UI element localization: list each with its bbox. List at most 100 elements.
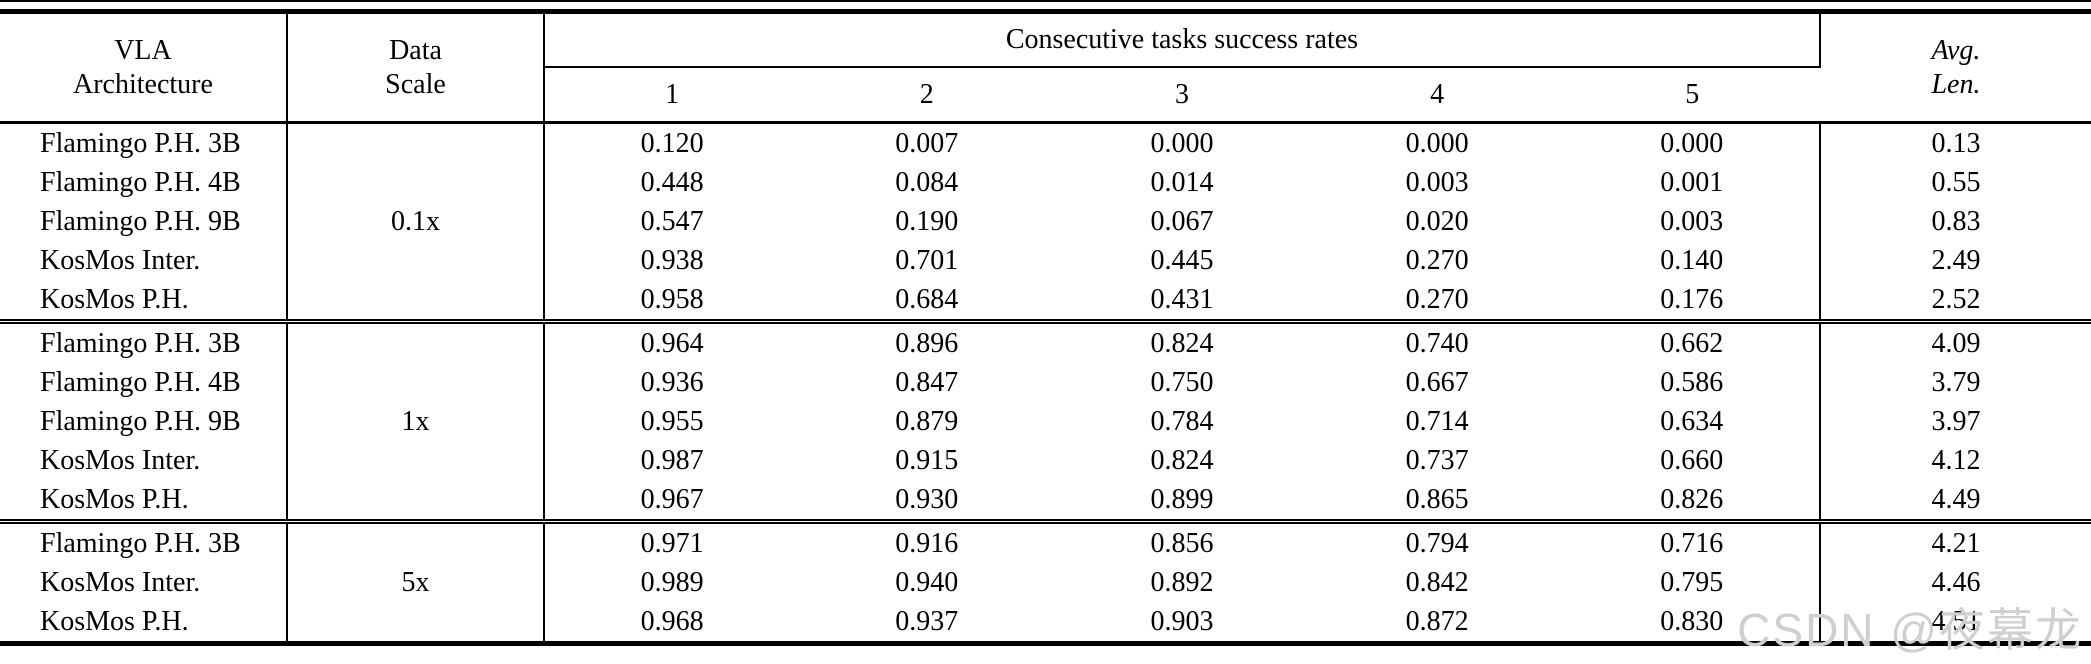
success-rate-cell: 0.067 bbox=[1150, 205, 1214, 237]
success-rate-cell: 0.014 bbox=[1150, 166, 1214, 198]
header-row-main: VLA Architecture Data Scale Consecutive … bbox=[0, 11, 2091, 123]
table-header: VLA Architecture Data Scale Consecutive … bbox=[0, 11, 2091, 123]
header-avg-line2: Len. bbox=[1931, 68, 1981, 100]
success-rate-cell: 0.431 bbox=[1150, 283, 1214, 315]
success-rate-cell: 0.830 bbox=[1564, 602, 1821, 644]
success-rate-cell: 0.896 bbox=[799, 319, 1055, 363]
success-rate-cell: 0.989 bbox=[640, 566, 704, 598]
success-rate-cell: 0.000 bbox=[1150, 127, 1214, 159]
subheader-col-3: 3 bbox=[1054, 65, 1310, 123]
table-row: KosMos P.H. 0.967 0.930 0.899 0.865 0.826 4.49 bbox=[0, 480, 2091, 522]
success-rate-cell: 0.826 bbox=[1564, 480, 1821, 522]
architecture-cell: Flamingo P.H. 3B bbox=[0, 519, 288, 563]
success-rate-cell: 0.003 bbox=[1405, 166, 1469, 198]
architecture-cell: KosMos P.H. bbox=[0, 480, 288, 522]
success-rate-cell: 0.865 bbox=[1405, 483, 1469, 515]
subheader-col-4: 4 bbox=[1309, 65, 1565, 123]
success-rate-cell: 0.955 bbox=[640, 405, 704, 437]
success-rate-cell: 0.007 bbox=[895, 127, 959, 159]
success-rate-cell: 0.270 bbox=[1405, 244, 1469, 276]
success-rate-cell: 0.842 bbox=[1405, 566, 1469, 598]
success-rate-cell: 0.971 bbox=[544, 519, 800, 563]
data-scale-cell: 5x bbox=[286, 519, 546, 644]
success-rate-cell: 0.987 bbox=[640, 444, 704, 476]
header-scale-line2: Scale bbox=[385, 68, 446, 100]
architecture-cell: Flamingo P.H. 9B bbox=[0, 202, 288, 241]
table-row: KosMos P.H. 0.968 0.937 0.903 0.872 0.830 4.51 bbox=[0, 602, 2091, 644]
header-vla-line1: VLA bbox=[114, 35, 172, 67]
success-rate-cell: 0.000 bbox=[1564, 122, 1821, 163]
success-rate-cell: 0.930 bbox=[895, 483, 959, 515]
success-rate-cell: 0.847 bbox=[895, 366, 959, 398]
avg-len-cell: 2.49 bbox=[1931, 244, 1981, 276]
avg-len-cell: 2.52 bbox=[1931, 283, 1981, 315]
success-rate-cell: 0.795 bbox=[1564, 563, 1821, 602]
avg-len-cell: 0.83 bbox=[1931, 205, 1981, 237]
avg-len-cell: 4.46 bbox=[1931, 566, 1981, 598]
architecture-cell: KosMos P.H. bbox=[0, 280, 288, 322]
success-rate-cell: 0.856 bbox=[1054, 519, 1310, 563]
success-rate-cell: 0.916 bbox=[799, 519, 1055, 563]
success-rate-cell: 0.120 bbox=[640, 127, 704, 159]
success-rate-cell: 0.964 bbox=[544, 319, 800, 363]
avg-len-cell: 3.79 bbox=[1931, 366, 1981, 398]
success-rate-cell: 0.448 bbox=[640, 166, 704, 198]
table-body: Flamingo P.H. 3B 0.1x 0.120 0.007 0.000 0.000… bbox=[0, 122, 2091, 644]
header-consecutive-tasks: Consecutive tasks success rates bbox=[544, 11, 1821, 67]
architecture-cell: KosMos Inter. bbox=[0, 563, 288, 602]
success-rate-cell: 0.547 bbox=[640, 205, 704, 237]
success-rate-cell: 0.967 bbox=[640, 483, 704, 515]
table-row: Flamingo P.H. 9B 0.547 0.190 0.067 0.020 0.00… bbox=[0, 202, 2091, 241]
success-rate-cell: 0.684 bbox=[895, 283, 959, 315]
avg-len-cell: 4.49 bbox=[1931, 483, 1981, 515]
success-rate-cell: 0.958 bbox=[640, 283, 704, 315]
avg-len-cell: 3.97 bbox=[1931, 405, 1981, 437]
success-rate-cell: 0.879 bbox=[895, 405, 959, 437]
success-rate-cell: 0.737 bbox=[1405, 444, 1469, 476]
success-rate-cell: 0.020 bbox=[1405, 205, 1469, 237]
avg-len-cell: 4.21 bbox=[1819, 519, 2091, 563]
success-rate-cell: 0.445 bbox=[1150, 244, 1214, 276]
subheader-col-2: 2 bbox=[799, 65, 1055, 123]
success-rate-cell: 0.968 bbox=[640, 605, 704, 637]
header-vla-line2: Architecture bbox=[73, 68, 213, 100]
success-rate-cell: 0.667 bbox=[1405, 366, 1469, 398]
success-rate-cell: 0.714 bbox=[1405, 405, 1469, 437]
success-rate-cell: 0.824 bbox=[1150, 444, 1214, 476]
table-row: KosMos Inter. 0.989 0.940 0.892 0.842 0.795 4.… bbox=[0, 563, 2091, 602]
subheader-col-1: 1 bbox=[544, 65, 800, 123]
success-rate-cell: 0.794 bbox=[1309, 519, 1565, 563]
architecture-cell: KosMos Inter. bbox=[0, 441, 288, 480]
success-rate-cell: 0.937 bbox=[895, 605, 959, 637]
success-rate-cell: 0.784 bbox=[1150, 405, 1214, 437]
table-row: KosMos Inter. 0.987 0.915 0.824 0.737 0.660 4.… bbox=[0, 441, 2091, 480]
header-row-sub: 1 2 3 4 5 bbox=[0, 65, 2091, 123]
architecture-cell: KosMos P.H. bbox=[0, 602, 288, 644]
architecture-cell: Flamingo P.H. 3B bbox=[0, 122, 288, 163]
success-rate-cell: 0.903 bbox=[1150, 605, 1214, 637]
table-row: Flamingo P.H. 4B 0.936 0.847 0.750 0.667 0.58… bbox=[0, 363, 2091, 402]
success-rate-cell: 0.634 bbox=[1564, 402, 1821, 441]
header-data-scale: Data Scale bbox=[286, 11, 546, 123]
success-rate-cell: 0.001 bbox=[1564, 163, 1821, 202]
table-row: Flamingo P.H. 9B 0.955 0.879 0.784 0.714 0.63… bbox=[0, 402, 2091, 441]
success-rate-cell: 0.899 bbox=[1150, 483, 1214, 515]
header-avg-line1: Avg. bbox=[1931, 35, 1981, 67]
architecture-cell: Flamingo P.H. 4B bbox=[0, 163, 288, 202]
table-row: KosMos P.H. 0.958 0.684 0.431 0.270 0.176 2.52 bbox=[0, 280, 2091, 322]
success-rate-cell: 0.003 bbox=[1564, 202, 1821, 241]
success-rate-cell: 0.936 bbox=[640, 366, 704, 398]
success-rate-cell: 0.084 bbox=[895, 166, 959, 198]
success-rate-cell: 0.740 bbox=[1309, 319, 1565, 363]
avg-len-cell: 4.09 bbox=[1819, 319, 2091, 363]
success-rate-cell: 0.824 bbox=[1054, 319, 1310, 363]
avg-len-cell: 4.12 bbox=[1931, 444, 1981, 476]
header-vla-architecture: VLA Architecture bbox=[0, 11, 288, 123]
data-scale-cell: 0.1x bbox=[286, 122, 546, 322]
table-row: Flamingo P.H. 4B 0.448 0.084 0.014 0.003 0.00… bbox=[0, 163, 2091, 202]
success-rate-cell: 0.000 bbox=[1405, 127, 1469, 159]
success-rate-cell: 0.872 bbox=[1405, 605, 1469, 637]
success-rate-cell: 0.701 bbox=[895, 244, 959, 276]
header-scale-line1: Data bbox=[389, 35, 442, 67]
architecture-cell: Flamingo P.H. 4B bbox=[0, 363, 288, 402]
